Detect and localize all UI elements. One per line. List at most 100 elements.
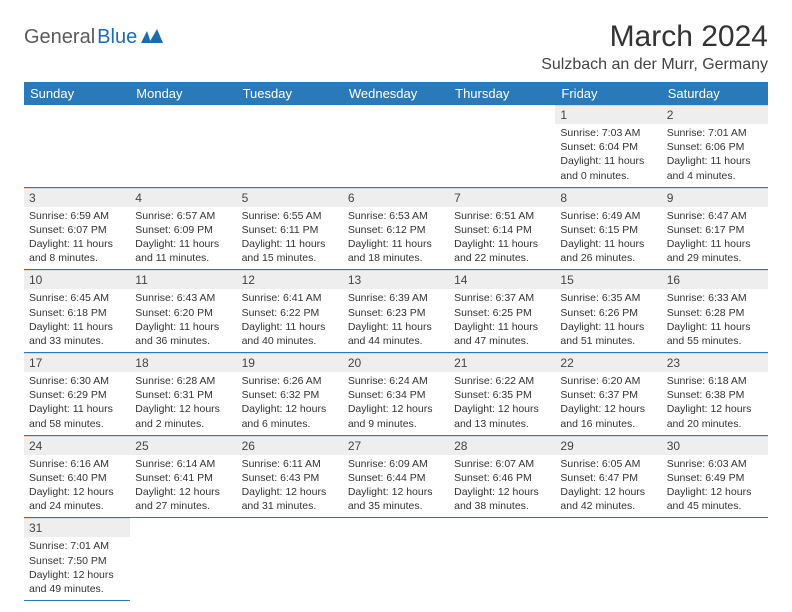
day-number: 6 <box>343 188 449 207</box>
day-number: 23 <box>662 353 768 372</box>
day-data-line: Daylight: 11 hours <box>667 237 763 251</box>
calendar-cell: 30Sunrise: 6:03 AMSunset: 6:49 PMDayligh… <box>662 435 768 518</box>
day-data-line: Sunrise: 6:41 AM <box>242 291 338 305</box>
calendar-cell: 17Sunrise: 6:30 AMSunset: 6:29 PMDayligh… <box>24 353 130 436</box>
day-data: Sunrise: 6:16 AMSunset: 6:40 PMDaylight:… <box>24 455 130 518</box>
day-number: 30 <box>662 436 768 455</box>
calendar-cell: 29Sunrise: 6:05 AMSunset: 6:47 PMDayligh… <box>555 435 661 518</box>
header: General Blue March 2024 Sulzbach an der … <box>24 20 768 74</box>
weekday-header: Friday <box>555 82 661 105</box>
calendar-week-row: 1Sunrise: 7:03 AMSunset: 6:04 PMDaylight… <box>24 105 768 187</box>
day-data-line: Daylight: 11 hours <box>135 237 231 251</box>
day-data-line: and 15 minutes. <box>242 251 338 265</box>
day-data-line: Sunset: 6:32 PM <box>242 388 338 402</box>
calendar-week-row: 17Sunrise: 6:30 AMSunset: 6:29 PMDayligh… <box>24 353 768 436</box>
weekday-header: Monday <box>130 82 236 105</box>
day-number: 15 <box>555 270 661 289</box>
day-data-line: Daylight: 11 hours <box>242 320 338 334</box>
day-data-line: and 16 minutes. <box>560 417 656 431</box>
calendar-cell: 8Sunrise: 6:49 AMSunset: 6:15 PMDaylight… <box>555 187 661 270</box>
day-data-line: Sunrise: 6:43 AM <box>135 291 231 305</box>
day-data: Sunrise: 6:55 AMSunset: 6:11 PMDaylight:… <box>237 207 343 270</box>
day-data-line: Sunrise: 6:03 AM <box>667 457 763 471</box>
calendar-cell: 26Sunrise: 6:11 AMSunset: 6:43 PMDayligh… <box>237 435 343 518</box>
calendar-cell: 2Sunrise: 7:01 AMSunset: 6:06 PMDaylight… <box>662 105 768 187</box>
calendar-week-row: 3Sunrise: 6:59 AMSunset: 6:07 PMDaylight… <box>24 187 768 270</box>
day-data-line: Daylight: 11 hours <box>560 237 656 251</box>
weekday-header-row: Sunday Monday Tuesday Wednesday Thursday… <box>24 82 768 105</box>
day-data-line: Sunset: 6:15 PM <box>560 223 656 237</box>
day-data-line: Daylight: 12 hours <box>560 402 656 416</box>
day-data-line: Sunrise: 6:14 AM <box>135 457 231 471</box>
day-data-line: Daylight: 12 hours <box>348 485 444 499</box>
calendar-cell: 1Sunrise: 7:03 AMSunset: 6:04 PMDaylight… <box>555 105 661 187</box>
day-number: 17 <box>24 353 130 372</box>
day-data-line: Sunrise: 6:11 AM <box>242 457 338 471</box>
day-data: Sunrise: 6:11 AMSunset: 6:43 PMDaylight:… <box>237 455 343 518</box>
calendar-cell: 24Sunrise: 6:16 AMSunset: 6:40 PMDayligh… <box>24 435 130 518</box>
calendar-cell: 7Sunrise: 6:51 AMSunset: 6:14 PMDaylight… <box>449 187 555 270</box>
day-data: Sunrise: 6:14 AMSunset: 6:41 PMDaylight:… <box>130 455 236 518</box>
day-data-line: Sunset: 6:34 PM <box>348 388 444 402</box>
day-data-line: Daylight: 12 hours <box>560 485 656 499</box>
day-data-line: Sunset: 6:46 PM <box>454 471 550 485</box>
calendar-cell: 6Sunrise: 6:53 AMSunset: 6:12 PMDaylight… <box>343 187 449 270</box>
calendar-week-row: 24Sunrise: 6:16 AMSunset: 6:40 PMDayligh… <box>24 435 768 518</box>
day-data-line: and 49 minutes. <box>29 582 125 596</box>
day-data-line: and 13 minutes. <box>454 417 550 431</box>
day-data: Sunrise: 6:37 AMSunset: 6:25 PMDaylight:… <box>449 289 555 352</box>
logo: General Blue <box>24 20 163 49</box>
day-data-line: Sunrise: 6:33 AM <box>667 291 763 305</box>
day-data: Sunrise: 6:09 AMSunset: 6:44 PMDaylight:… <box>343 455 449 518</box>
calendar-body: 1Sunrise: 7:03 AMSunset: 6:04 PMDaylight… <box>24 105 768 601</box>
day-number: 26 <box>237 436 343 455</box>
day-data-line: and 51 minutes. <box>560 334 656 348</box>
calendar-cell: 27Sunrise: 6:09 AMSunset: 6:44 PMDayligh… <box>343 435 449 518</box>
day-data-line: and 0 minutes. <box>560 169 656 183</box>
calendar-cell: 13Sunrise: 6:39 AMSunset: 6:23 PMDayligh… <box>343 270 449 353</box>
day-data-line: Sunset: 6:49 PM <box>667 471 763 485</box>
day-data-line: Sunrise: 6:07 AM <box>454 457 550 471</box>
day-number: 13 <box>343 270 449 289</box>
day-data-line: Sunset: 6:31 PM <box>135 388 231 402</box>
day-data-line: and 55 minutes. <box>667 334 763 348</box>
day-number: 20 <box>343 353 449 372</box>
day-data-line: Sunset: 6:43 PM <box>242 471 338 485</box>
title-block: March 2024 Sulzbach an der Murr, Germany <box>541 20 768 74</box>
day-data-line: Sunset: 6:17 PM <box>667 223 763 237</box>
day-data: Sunrise: 6:51 AMSunset: 6:14 PMDaylight:… <box>449 207 555 270</box>
day-data-line: Sunrise: 6:57 AM <box>135 209 231 223</box>
day-data-line: Sunrise: 6:59 AM <box>29 209 125 223</box>
day-data-line: Sunset: 6:11 PM <box>242 223 338 237</box>
day-data: Sunrise: 6:59 AMSunset: 6:07 PMDaylight:… <box>24 207 130 270</box>
logo-flag-icon <box>141 29 163 48</box>
day-data: Sunrise: 6:39 AMSunset: 6:23 PMDaylight:… <box>343 289 449 352</box>
day-data: Sunrise: 6:22 AMSunset: 6:35 PMDaylight:… <box>449 372 555 435</box>
day-data-line: and 18 minutes. <box>348 251 444 265</box>
day-data-line: Sunrise: 7:01 AM <box>667 126 763 140</box>
day-number: 25 <box>130 436 236 455</box>
day-number: 28 <box>449 436 555 455</box>
day-data-line: and 4 minutes. <box>667 169 763 183</box>
day-data-line: Sunset: 6:06 PM <box>667 140 763 154</box>
calendar-table: Sunday Monday Tuesday Wednesday Thursday… <box>24 82 768 601</box>
day-number: 14 <box>449 270 555 289</box>
calendar-cell <box>343 518 449 601</box>
day-data-line: Daylight: 12 hours <box>135 402 231 416</box>
day-data-line: Daylight: 11 hours <box>454 320 550 334</box>
day-data-line: Daylight: 12 hours <box>348 402 444 416</box>
day-data-line: Daylight: 11 hours <box>667 154 763 168</box>
day-data-line: Sunset: 6:41 PM <box>135 471 231 485</box>
logo-text-blue: Blue <box>97 26 137 49</box>
calendar-cell <box>237 105 343 187</box>
day-data: Sunrise: 6:05 AMSunset: 6:47 PMDaylight:… <box>555 455 661 518</box>
day-data: Sunrise: 6:33 AMSunset: 6:28 PMDaylight:… <box>662 289 768 352</box>
day-data-line: Daylight: 12 hours <box>667 402 763 416</box>
day-number: 3 <box>24 188 130 207</box>
day-data-line: and 33 minutes. <box>29 334 125 348</box>
calendar-cell: 25Sunrise: 6:14 AMSunset: 6:41 PMDayligh… <box>130 435 236 518</box>
day-data-line: and 22 minutes. <box>454 251 550 265</box>
calendar-cell <box>130 105 236 187</box>
day-data-line: and 36 minutes. <box>135 334 231 348</box>
day-number: 10 <box>24 270 130 289</box>
